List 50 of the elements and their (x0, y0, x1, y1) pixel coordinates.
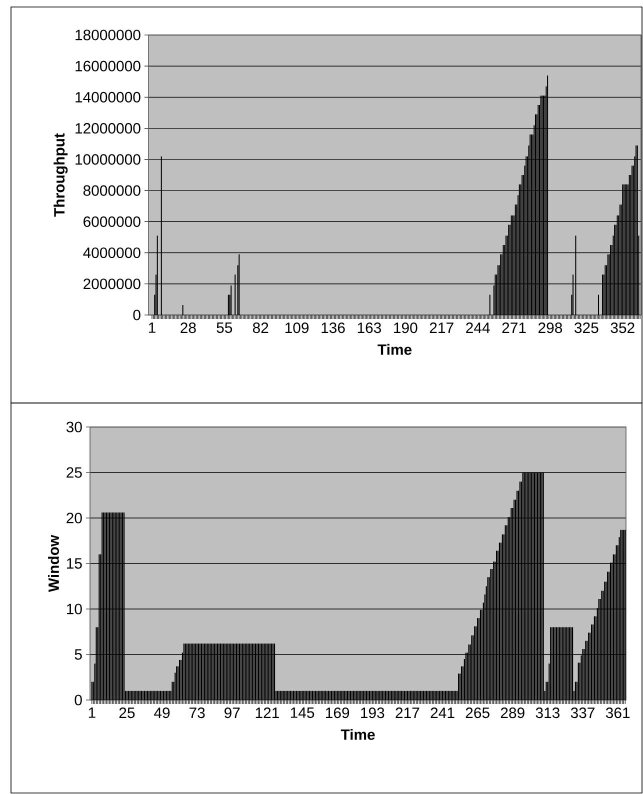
x-tick-label: 193 (361, 708, 384, 718)
x-tick-label: 241 (430, 708, 454, 718)
x-tick-label: 217 (396, 708, 420, 718)
x-tick-label: 337 (570, 708, 594, 718)
x-tick-label: 97 (224, 708, 240, 718)
y-tick-label: 6000000 (84, 216, 140, 227)
x-tick-label: 352 (610, 322, 634, 334)
x-tick-label: 163 (358, 322, 382, 334)
x-tick-label: 73 (190, 708, 205, 718)
x-tick-label: 55 (216, 322, 232, 333)
y-tick-label: 0 (133, 310, 140, 320)
y-tick-label: 2000000 (84, 278, 140, 290)
x-tick-label: 265 (466, 708, 490, 718)
x-tick-label: 1 (88, 708, 96, 718)
y-tick-label: 12000000 (76, 123, 140, 134)
x-tick-label: 145 (290, 708, 314, 718)
x-tick-label: 1 (148, 322, 156, 333)
y-tick-label: 4000000 (83, 247, 140, 258)
x-tick-label: 28 (180, 322, 196, 334)
y-tick-label: 0 (74, 694, 82, 706)
y-tick-label: 15 (67, 558, 82, 569)
x-tick-label: 136 (322, 322, 345, 334)
x-tick-label: 109 (285, 322, 309, 334)
x-tick-label: 244 (466, 322, 490, 333)
y-tick-label: 14000000 (76, 92, 140, 102)
x-axis-title: Time (378, 344, 412, 355)
x-tick-label: 82 (252, 322, 268, 334)
y-tick-label: 30 (66, 422, 82, 432)
y-axis-title: Throughput (54, 133, 68, 217)
y-tick-label: 18000000 (76, 30, 140, 40)
y-tick-label: 25 (66, 467, 82, 478)
x-tick-label: 190 (394, 322, 418, 334)
x-tick-label: 325 (574, 322, 598, 334)
x-axis-title: Time (340, 728, 375, 740)
x-tick-label: 121 (256, 708, 279, 718)
x-tick-label: 313 (536, 708, 560, 718)
x-tick-label: 298 (538, 322, 562, 334)
y-tick-label: 20 (66, 512, 82, 524)
x-tick-label: 169 (326, 708, 350, 718)
y-tick-label: 10 (67, 604, 82, 614)
y-tick-label: 8000000 (83, 185, 140, 196)
y-tick-label: 16000000 (76, 60, 140, 72)
y-tick-label: 5 (74, 649, 82, 660)
x-tick-label: 217 (430, 322, 454, 333)
y-axis-title: Window (48, 534, 60, 592)
x-tick-label: 49 (154, 708, 170, 718)
x-tick-label: 361 (606, 708, 630, 718)
x-tick-label: 289 (500, 708, 524, 718)
y-tick-label: 10000000 (76, 154, 140, 165)
x-tick-label: 271 (502, 322, 526, 333)
